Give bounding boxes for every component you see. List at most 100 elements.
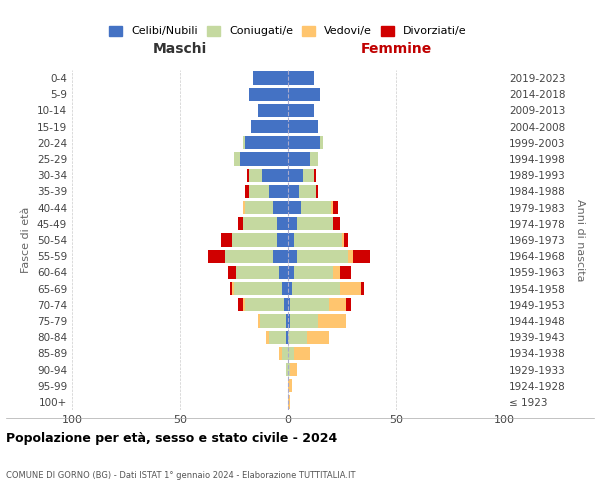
Bar — [249, 88, 288, 101]
Bar — [288, 104, 314, 117]
Bar — [288, 152, 310, 166]
Bar — [242, 298, 245, 312]
Bar — [316, 185, 318, 198]
Bar — [334, 266, 340, 279]
Bar — [296, 217, 334, 230]
Bar — [292, 282, 340, 295]
Bar — [286, 330, 288, 344]
Bar — [288, 234, 295, 246]
Bar — [288, 250, 296, 263]
Bar — [277, 217, 288, 230]
Bar — [238, 217, 242, 230]
Bar — [245, 136, 288, 149]
Bar — [295, 346, 310, 360]
Bar — [227, 266, 236, 279]
Bar — [280, 266, 288, 279]
Bar — [226, 250, 273, 263]
Bar — [329, 298, 346, 312]
Bar — [258, 314, 260, 328]
Bar — [288, 363, 290, 376]
Bar — [236, 266, 280, 279]
Text: Maschi: Maschi — [153, 42, 207, 56]
Bar — [299, 185, 316, 198]
Bar — [334, 201, 338, 214]
Bar — [331, 201, 334, 214]
Bar — [346, 298, 350, 312]
Bar — [290, 314, 318, 328]
Bar — [245, 185, 249, 198]
Bar — [310, 152, 318, 166]
Bar — [288, 88, 320, 101]
Bar — [318, 314, 346, 328]
Bar — [290, 298, 329, 312]
Bar — [288, 217, 296, 230]
Bar — [288, 136, 320, 149]
Bar — [242, 201, 245, 214]
Bar — [260, 314, 286, 328]
Bar — [234, 152, 241, 166]
Bar — [288, 72, 314, 85]
Bar — [286, 363, 288, 376]
Bar — [290, 363, 296, 376]
Bar — [208, 250, 226, 263]
Bar — [314, 168, 316, 182]
Bar — [349, 250, 353, 263]
Bar — [340, 282, 361, 295]
Bar — [232, 234, 277, 246]
Bar — [273, 250, 288, 263]
Bar — [288, 282, 292, 295]
Bar — [288, 330, 307, 344]
Bar — [320, 136, 323, 149]
Bar — [232, 282, 234, 295]
Bar — [245, 298, 284, 312]
Bar — [269, 185, 288, 198]
Bar — [247, 168, 249, 182]
Bar — [280, 346, 281, 360]
Bar — [241, 152, 288, 166]
Bar — [288, 168, 303, 182]
Bar — [295, 234, 342, 246]
Bar — [245, 201, 273, 214]
Bar — [249, 185, 269, 198]
Bar — [253, 72, 288, 85]
Bar — [242, 136, 245, 149]
Bar — [262, 168, 288, 182]
Bar — [258, 104, 288, 117]
Bar — [249, 168, 262, 182]
Text: COMUNE DI GORNO (BG) - Dati ISTAT 1° gennaio 2024 - Elaborazione TUTTITALIA.IT: COMUNE DI GORNO (BG) - Dati ISTAT 1° gen… — [6, 471, 355, 480]
Bar — [342, 234, 344, 246]
Bar — [288, 346, 295, 360]
Bar — [281, 282, 288, 295]
Bar — [344, 234, 349, 246]
Bar — [269, 330, 286, 344]
Y-axis label: Anni di nascita: Anni di nascita — [575, 198, 585, 281]
Bar — [307, 330, 329, 344]
Bar — [288, 379, 292, 392]
Bar — [281, 346, 288, 360]
Bar — [273, 201, 288, 214]
Bar — [303, 168, 314, 182]
Legend: Celibi/Nubili, Coniugati/e, Vedovi/e, Divorziati/e: Celibi/Nubili, Coniugati/e, Vedovi/e, Di… — [105, 21, 471, 41]
Bar — [288, 266, 295, 279]
Bar — [286, 314, 288, 328]
Bar — [340, 266, 350, 279]
Bar — [295, 266, 334, 279]
Bar — [288, 201, 301, 214]
Bar — [266, 330, 269, 344]
Bar — [284, 298, 288, 312]
Bar — [288, 120, 318, 134]
Bar — [353, 250, 370, 263]
Bar — [277, 234, 288, 246]
Bar — [230, 282, 232, 295]
Bar — [238, 298, 242, 312]
Text: Femmine: Femmine — [361, 42, 431, 56]
Bar — [234, 282, 281, 295]
Bar — [288, 185, 299, 198]
Bar — [288, 314, 290, 328]
Bar — [221, 234, 232, 246]
Y-axis label: Fasce di età: Fasce di età — [22, 207, 31, 273]
Text: Popolazione per età, sesso e stato civile - 2024: Popolazione per età, sesso e stato civil… — [6, 432, 337, 445]
Bar — [296, 250, 349, 263]
Bar — [288, 298, 290, 312]
Bar — [251, 120, 288, 134]
